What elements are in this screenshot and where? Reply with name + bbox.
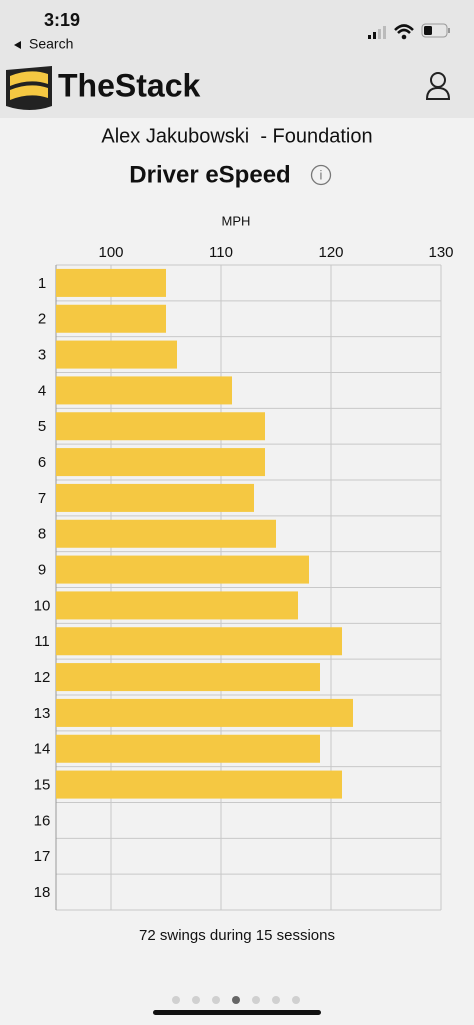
chart-title: Driver eSpeed: [129, 161, 290, 188]
bar: [56, 304, 166, 333]
bar: [56, 698, 353, 727]
bar: [56, 448, 265, 477]
bar: [56, 770, 342, 799]
y-tick-label: 15: [34, 777, 51, 794]
bar: [56, 376, 232, 405]
bar: [56, 519, 276, 548]
y-tick-label: 14: [34, 741, 51, 758]
logo: [6, 66, 52, 110]
back-link[interactable]: Search: [29, 36, 73, 52]
bar: [56, 268, 166, 297]
y-tick-label: 4: [38, 382, 46, 399]
bar: [56, 412, 265, 441]
page-dots: [172, 996, 300, 1004]
bar: [56, 663, 320, 692]
x-tick-label: 120: [318, 244, 343, 261]
home-indicator: [153, 1010, 321, 1015]
clock: 3:19: [44, 10, 80, 30]
y-tick-label: 18: [34, 884, 51, 901]
y-tick-label: 5: [38, 418, 46, 435]
brand: TheStack: [58, 67, 200, 103]
x-tick-label: 100: [98, 244, 123, 261]
y-tick-label: 13: [34, 705, 51, 722]
y-tick-label: 8: [38, 526, 46, 543]
back-arrow[interactable]: [14, 41, 21, 49]
y-tick-label: 7: [38, 490, 46, 507]
status-icons: [368, 23, 450, 40]
bar: [56, 555, 309, 584]
subtitle: Alex Jakubowski - Foundation: [101, 125, 372, 147]
y-tick-label: 12: [34, 669, 51, 686]
y-tick-label: 11: [34, 633, 50, 650]
profile-button[interactable]: [425, 72, 451, 100]
y-tick-label: 10: [34, 597, 51, 614]
info-button[interactable]: i: [310, 164, 332, 186]
bar: [56, 591, 298, 620]
x-tick-label: 110: [209, 244, 233, 261]
y-tick-label: 17: [34, 848, 51, 865]
bar: [56, 483, 254, 512]
x-tick-label: 130: [428, 244, 453, 261]
top-bar: [0, 0, 474, 118]
y-tick-label: 1: [38, 275, 46, 292]
summary: 72 swings during 15 sessions: [139, 927, 335, 944]
bar: [56, 340, 177, 369]
svg-text:i: i: [320, 167, 323, 182]
y-tick-label: 3: [38, 347, 46, 364]
x-axis-label: MPH: [222, 213, 251, 228]
bar: [56, 627, 342, 656]
bar: [56, 734, 320, 763]
y-tick-label: 9: [38, 562, 46, 579]
y-tick-label: 16: [34, 812, 51, 829]
y-tick-label: 2: [38, 311, 46, 328]
y-tick-label: 6: [38, 454, 46, 471]
